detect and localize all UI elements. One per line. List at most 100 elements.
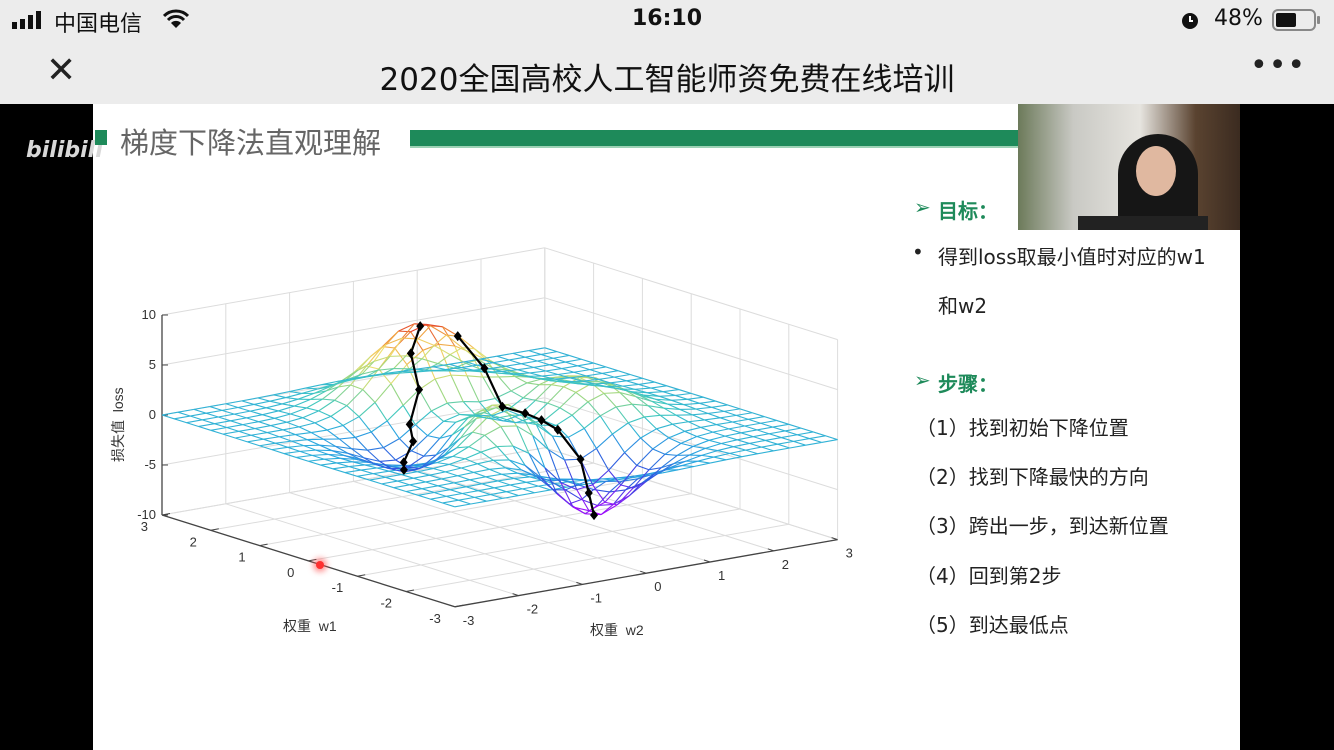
surface-mesh-line (346, 389, 364, 406)
surface-mesh-line (601, 372, 615, 378)
descent-step-marker (406, 348, 415, 359)
surface-mesh-line (364, 464, 378, 469)
descent-step-marker (399, 464, 408, 475)
surface-mesh-line (323, 438, 336, 447)
surface-mesh-line (789, 444, 806, 449)
surface-mesh-line (662, 389, 680, 393)
surface-mesh-line (554, 378, 567, 383)
surface-mesh-line (583, 428, 597, 449)
surface-mesh-line (545, 367, 562, 372)
laser-pointer (316, 561, 324, 569)
steps-heading: 步骤： (938, 372, 998, 396)
surface-mesh-line (480, 446, 498, 453)
w2-tick-label: -1 (590, 590, 602, 605)
surface-mesh-line (638, 381, 655, 385)
descent-step-marker (480, 363, 489, 374)
surface-mesh-line (282, 403, 295, 407)
surface-mesh-line (466, 375, 483, 378)
surface-mesh-line (436, 455, 454, 464)
surface-mesh-line (425, 481, 439, 487)
surface-mesh-line (477, 362, 494, 366)
surface-mesh-line (596, 433, 613, 449)
surface-mesh-line (297, 392, 315, 400)
surface-mesh-line (544, 467, 562, 483)
surface-mesh-line (409, 484, 423, 490)
surface-mesh-line (429, 474, 442, 480)
surface-mesh-line (477, 463, 490, 470)
surface-mesh-line (405, 355, 423, 360)
surface-mesh-line (489, 468, 502, 475)
surface-mesh-line (202, 419, 215, 425)
surface-mesh-line (363, 457, 380, 462)
descent-step-marker (409, 436, 418, 447)
surface-mesh-line (624, 452, 638, 466)
surface-mesh-line (501, 473, 515, 479)
surface-mesh-line (461, 364, 478, 369)
surface-mesh-line (689, 447, 706, 456)
surface-mesh-line (485, 473, 502, 478)
descent-step-marker (399, 457, 408, 468)
surface-mesh-line (589, 369, 603, 374)
surface-mesh-line (460, 431, 473, 439)
webcam-overlay (1018, 104, 1240, 230)
w1-tick-label: 3 (141, 519, 148, 534)
surface-mesh-line (275, 440, 292, 444)
surface-mesh-line (442, 502, 455, 508)
surface-mesh-line (308, 458, 325, 462)
surface-mesh-line (512, 445, 526, 466)
surface-mesh-line (161, 414, 175, 420)
surface-mesh-line (430, 325, 443, 328)
surface-mesh-line (564, 459, 578, 490)
surface-mesh-line (270, 425, 284, 431)
surface-mesh-line (221, 409, 235, 415)
surface-mesh-line (619, 392, 633, 405)
surface-mesh-line (360, 467, 377, 471)
surface-mesh-line (784, 427, 802, 432)
surface-mesh-line (521, 360, 538, 365)
surface-mesh-line (389, 337, 403, 357)
close-icon[interactable]: ✕ (46, 50, 77, 91)
surface-mesh-line (505, 467, 518, 474)
surface-mesh-line (349, 373, 363, 381)
surface-mesh-line (254, 425, 271, 430)
surface-mesh-line (287, 446, 301, 452)
surface-mesh-line (444, 447, 457, 456)
surface-mesh-line (307, 438, 324, 441)
surface-mesh-line (696, 431, 713, 438)
surface-mesh-line (342, 416, 360, 426)
surface-mesh-line (712, 428, 729, 433)
surface-mesh-line (643, 394, 660, 397)
battery-icon (1272, 9, 1320, 31)
surface-mesh-line (436, 462, 450, 465)
surface-mesh-line (510, 390, 524, 399)
page-title: 2020全国高校人工智能师资免费在线培训 (379, 62, 955, 98)
bullet-icon: • (912, 240, 924, 264)
surface-mesh-line (528, 350, 542, 355)
surface-mesh-line (688, 421, 701, 428)
surface-mesh-line (745, 446, 762, 451)
surface-mesh-line (186, 419, 203, 424)
wall-gridline (161, 447, 545, 516)
surface-mesh-line (528, 453, 542, 478)
surface-mesh-line (821, 439, 838, 443)
step-1: （1）找到初始下降位置 (916, 416, 1129, 440)
surface-mesh-line (326, 429, 340, 440)
step-4: （4）回到第2步 (916, 564, 1062, 588)
surface-mesh-line (527, 422, 541, 426)
surface-mesh-line (483, 412, 500, 419)
surface-mesh-line (357, 360, 375, 371)
surface-mesh-line (417, 366, 434, 370)
surface-mesh-line (575, 391, 589, 403)
surface-mesh-line (594, 382, 611, 385)
surface-mesh-line (413, 474, 430, 479)
surface-mesh-line (462, 492, 475, 498)
more-icon[interactable]: ••• (1250, 48, 1307, 83)
surface-mesh-line (320, 464, 333, 470)
surface-mesh-line (340, 457, 357, 460)
surface-mesh-line (177, 408, 194, 413)
surface-mesh-line (295, 432, 312, 436)
surface-mesh-line (764, 416, 777, 421)
surface-mesh-line (174, 415, 191, 420)
surface-mesh-line (659, 414, 673, 425)
surface-mesh-line (560, 482, 574, 508)
